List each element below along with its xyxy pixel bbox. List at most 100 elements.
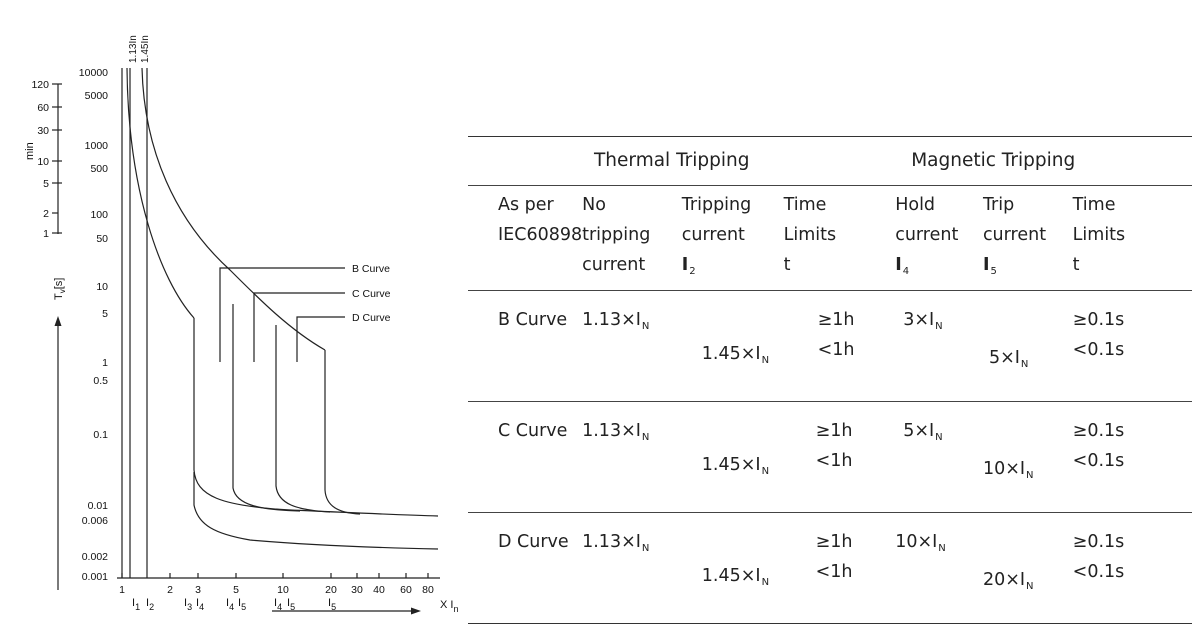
sec-tick: 0.01 [88,500,109,512]
current-marker: I3 [184,597,192,612]
tripping-value: 1.45×IN [701,344,770,366]
sec-tick: 1000 [85,140,109,152]
svg-text:C Curve: C Curve [352,288,391,300]
hold-value: 10×IN [895,532,946,554]
label-1-13in: 1.13In [128,35,139,63]
x-axis-ticks [121,573,429,578]
trip-value: 10×IN [982,459,1034,481]
curve-name: C Curve [498,421,568,441]
group-header-row: Thermal Tripping Magnetic Tripping [468,136,1192,186]
sec-tick: 0.5 [93,375,108,387]
thermal-time-max: <1h [817,340,855,360]
curve-name: B Curve [498,310,568,330]
sec-tick: 0.006 [82,515,108,527]
magnetic-tripping-header: Magnetic Tripping [895,136,1192,186]
thermal-tripping-header: Thermal Tripping [468,136,896,186]
col-thermal-time-header: Time Limits t [783,185,896,291]
trip-value: 5×IN [988,348,1029,370]
thermal-time-min: ≥1h [815,532,853,552]
x-tick: 5 [233,584,239,596]
x-tick: 1 [119,584,125,596]
magnetic-time-max: <0.1s [1072,340,1125,360]
current-marker: I2 [146,597,154,612]
col-magnetic-time-header: Time Limits t [1072,185,1192,291]
sec-tick: 1 [102,357,108,369]
magnetic-time-max: <0.1s [1072,451,1125,471]
current-marker: I5 [238,597,246,612]
d-curve-step [324,350,361,515]
sec-tick: 10 [96,281,108,293]
thermal-lower-curve [126,67,195,319]
sec-tick: 5 [102,308,108,320]
tripping-spec-table: Thermal Tripping Magnetic Tripping As pe… [468,136,1192,624]
table-row-b-curve: B Curve 1.13×IN 1.45×IN ≥1h <1h 3×IN 5×IN… [468,290,1192,402]
lower-bound-curve [193,472,439,550]
sec-tick: 5000 [85,90,109,102]
x-tick: 10 [277,584,289,596]
thermal-lower-step [193,318,439,517]
b-curve-callout: B Curve [219,263,390,362]
label-1-45in: 1.45In [140,35,151,63]
thermal-time-min: ≥1h [815,421,853,441]
b-curve-step [232,304,301,512]
col-trip-current-header: Trip current I5 [982,185,1073,291]
current-marker: I5 [287,597,295,612]
tripping-curve-diagram: min 120 60 30 10 5 2 1 10000 5000 1000 5… [24,35,458,615]
col-tripping-current-header: Tripping current I2 [681,185,784,291]
current-marker: I4 [226,597,234,612]
min-tick: 60 [37,102,49,114]
svg-text:D Curve: D Curve [352,312,391,324]
min-tick: 5 [43,178,49,190]
x-axis-arrowhead [411,607,421,615]
c-curve-callout: C Curve [253,288,391,362]
x-tick: 60 [400,584,412,596]
sec-tick: 500 [90,163,108,175]
thermal-time-max: <1h [815,451,853,471]
current-marker: I1 [132,597,140,612]
thermal-time-min: ≥1h [817,310,855,330]
min-scale-ticks [52,83,62,234]
y-axis-label: Tv[s] [53,278,67,300]
x-tick: 3 [195,584,201,596]
no-tripping-value: 1.13×IN [582,532,650,554]
table-row-c-curve: C Curve 1.13×IN 1.45×IN ≥1h <1h 5×IN 10×I… [468,401,1192,513]
min-scale-label: min [24,142,36,160]
magnetic-time-min: ≥0.1s [1072,421,1125,441]
sec-tick: 0.002 [82,551,108,563]
hold-value: 3×IN [903,310,943,332]
thermal-time-max: <1h [815,562,853,582]
min-tick: 120 [31,79,49,91]
no-tripping-value: 1.13×IN [582,310,650,332]
min-tick: 2 [43,208,49,220]
thermal-upper-curve [141,67,326,351]
magnetic-time-min: ≥0.1s [1072,310,1125,330]
min-tick: 1 [43,228,49,240]
c-curve-step [275,325,331,513]
tripping-value: 1.45×IN [701,566,770,588]
sec-tick: 100 [90,209,108,221]
x-tick: 40 [373,584,385,596]
sec-tick: 50 [96,233,108,245]
y-axis-arrowhead [54,316,62,326]
col-no-tripping-header: No tripping current [582,185,682,291]
current-marker: I4 [274,597,282,612]
sec-tick: 0.1 [93,429,108,441]
x-tick: 30 [351,584,363,596]
x-tick: 20 [325,584,337,596]
table-row-d-curve: D Curve 1.13×IN 1.45×IN ≥1h <1h 10×IN 20×… [468,512,1192,624]
trip-value: 20×IN [982,570,1034,592]
no-tripping-value: 1.13×IN [582,421,650,443]
current-marker: I5 [328,597,336,612]
col-hold-current-header: Hold current I4 [895,185,983,291]
curve-name: D Curve [498,532,569,552]
min-tick: 30 [37,125,49,137]
svg-text:Tv[s]: Tv[s] [53,278,67,300]
column-header-row: As per IEC60898 No tripping current Trippin… [468,185,1192,291]
x-tick: 2 [167,584,173,596]
current-marker: I4 [196,597,204,612]
d-curve-callout: D Curve [296,312,391,362]
magnetic-time-min: ≥0.1s [1072,532,1125,552]
magnetic-time-max: <0.1s [1072,562,1125,582]
x-axis-label: X In [440,599,458,614]
col-standard-header: As per IEC60898 [468,185,583,291]
